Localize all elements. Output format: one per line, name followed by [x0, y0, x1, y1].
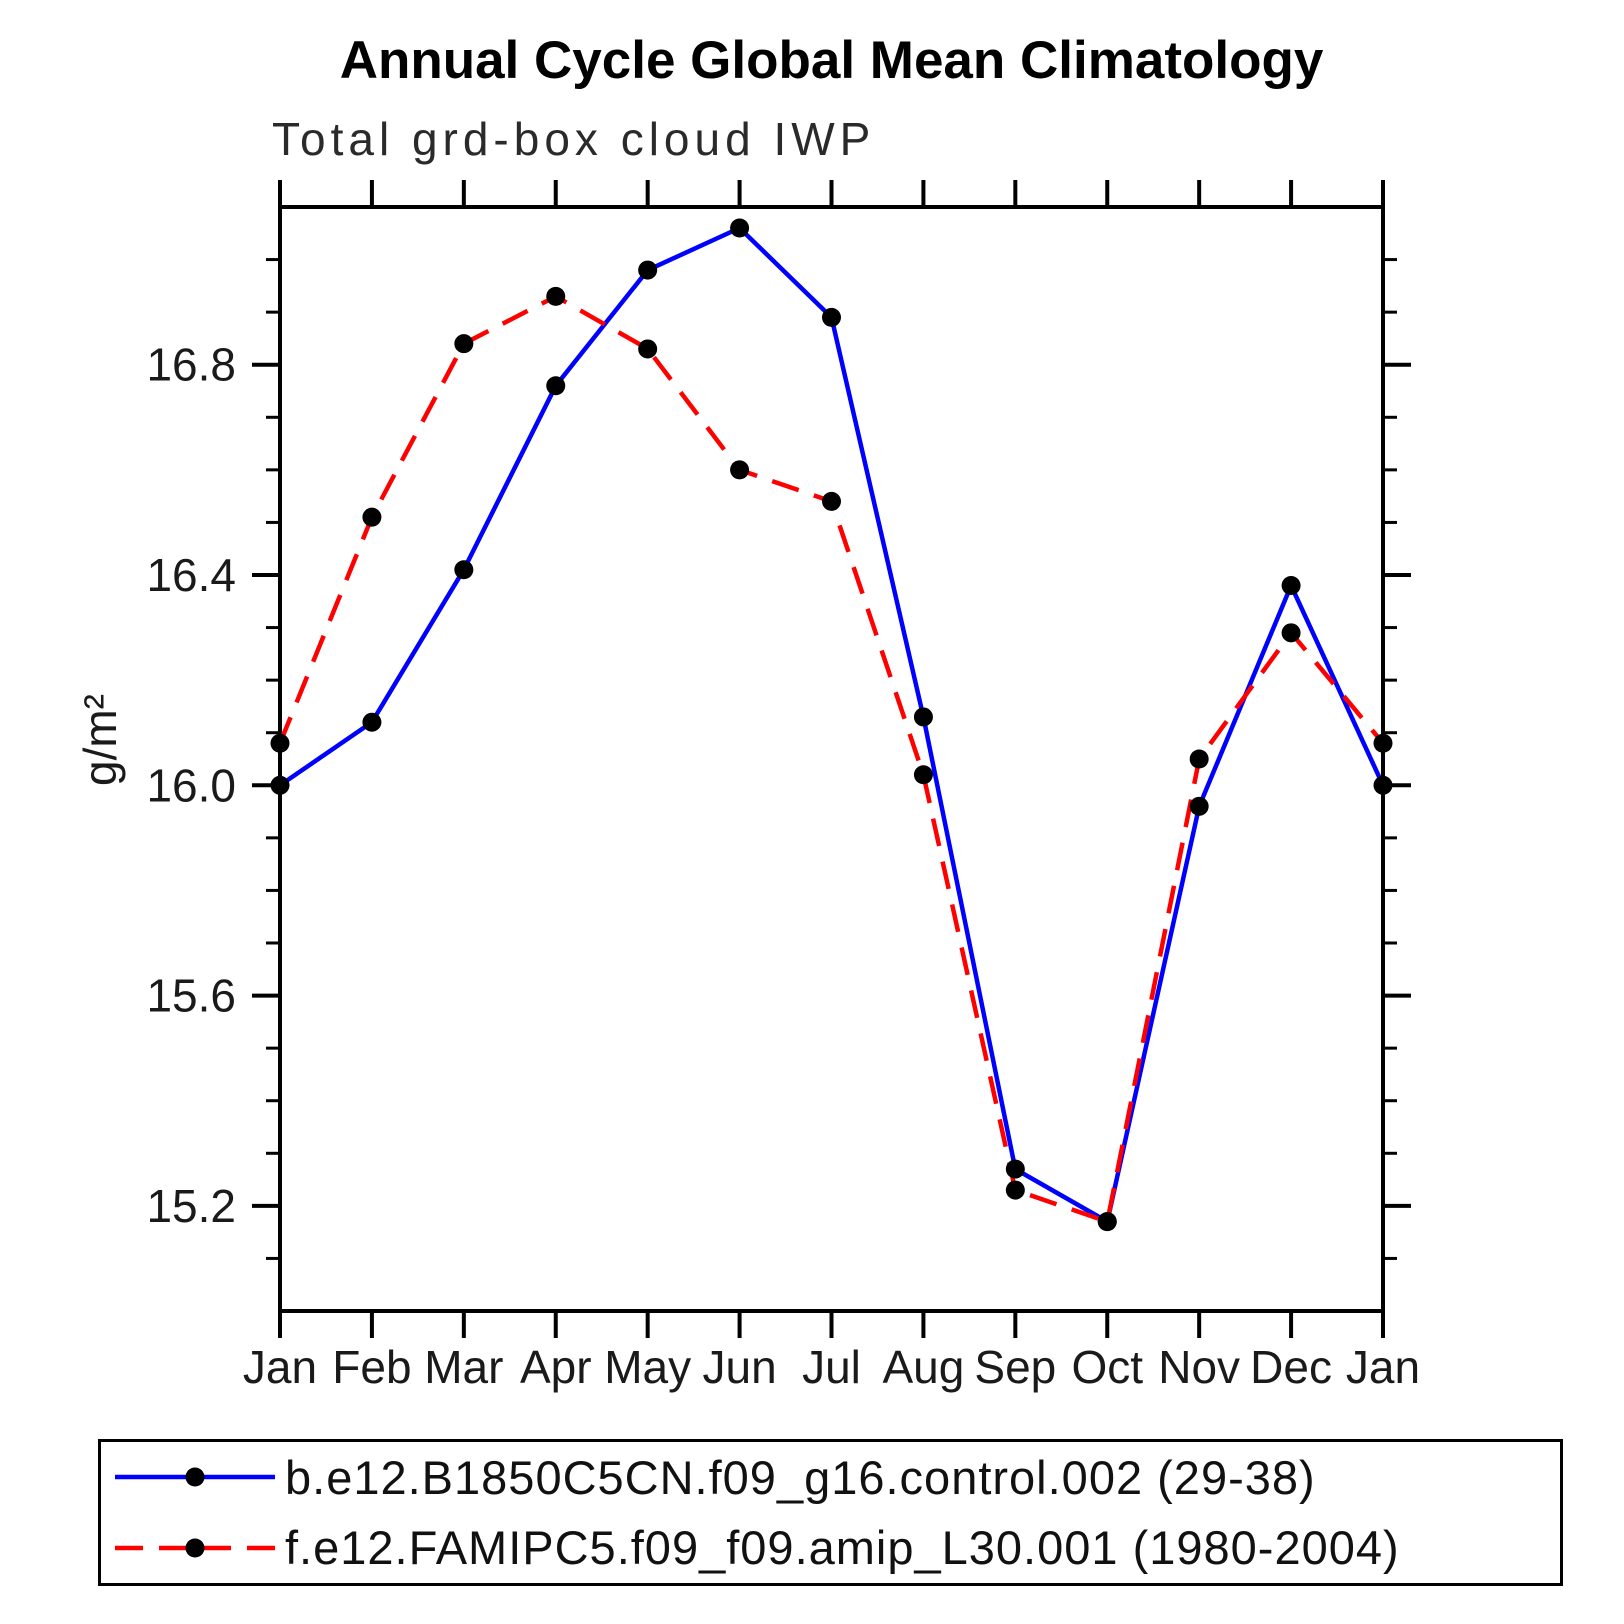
data-point	[1005, 1159, 1025, 1179]
y-tick-label: 16.8	[146, 339, 236, 391]
x-tick-label: Jul	[802, 1341, 861, 1393]
legend-marker-icon	[185, 1538, 205, 1558]
x-tick-label: Jan	[1346, 1341, 1420, 1393]
plot-frame	[278, 205, 1385, 1313]
data-point	[546, 376, 566, 396]
data-point	[638, 260, 658, 280]
series-lines	[277, 225, 1386, 1226]
x-tick-label: Sep	[974, 1341, 1056, 1393]
axis-frame	[278, 205, 1385, 1313]
data-point	[913, 765, 933, 785]
data-point	[454, 334, 474, 354]
x-tick-label: Oct	[1071, 1341, 1143, 1393]
series-markers	[270, 218, 1393, 1232]
legend-row-amip: f.e12.FAMIPC5.f09_f09.amip_L30.001 (1980…	[101, 1513, 1560, 1583]
x-tick-label: Dec	[1250, 1341, 1332, 1393]
legend-swatch-control	[115, 1467, 275, 1487]
data-point	[270, 733, 290, 753]
x-tick-label: Aug	[882, 1341, 964, 1393]
data-point	[1189, 749, 1209, 769]
y-tick-label: 16.0	[146, 759, 236, 811]
y-tick-label: 15.6	[146, 970, 236, 1022]
x-tick-label: Jan	[243, 1341, 317, 1393]
data-point	[730, 218, 750, 238]
data-point	[1281, 623, 1301, 643]
x-tick-label: Nov	[1158, 1341, 1240, 1393]
tick-marks	[252, 180, 1411, 1338]
data-point	[638, 339, 658, 359]
data-point	[362, 712, 382, 732]
legend-swatch-amip	[115, 1538, 275, 1558]
legend-label-amip: f.e12.FAMIPC5.f09_f09.amip_L30.001 (1980…	[285, 1521, 1400, 1575]
legend-marker-icon	[185, 1467, 205, 1487]
axis-tick-labels: 15.2 15.6 16.0 16.4 16.8 Jan Feb Mar Apr May Jun Ju…	[146, 339, 1420, 1393]
chart-title: Annual Cycle Global Mean Climatology	[339, 31, 1324, 90]
legend: b.e12.B1850C5CN.f09_g16.control.002 (29-…	[98, 1439, 1563, 1586]
x-tick-label: Feb	[332, 1341, 411, 1393]
data-point	[730, 460, 750, 480]
data-point	[1373, 733, 1393, 753]
legend-label-control: b.e12.B1850C5CN.f09_g16.control.002 (29-…	[285, 1450, 1316, 1504]
data-point	[913, 707, 933, 727]
data-point	[1189, 796, 1209, 816]
y-tick-label: 15.2	[146, 1180, 236, 1232]
data-point	[454, 560, 474, 580]
data-point	[822, 307, 841, 327]
data-point	[270, 775, 290, 795]
y-tick-label: 16.4	[146, 549, 236, 601]
data-point	[546, 286, 566, 306]
data-point	[822, 491, 841, 511]
x-tick-label: Jun	[702, 1341, 776, 1393]
data-point	[1281, 576, 1301, 596]
x-tick-label: May	[604, 1341, 691, 1393]
data-point	[1005, 1180, 1025, 1200]
chart-subtitle: Total grd-box cloud IWP	[272, 113, 876, 165]
data-point	[362, 507, 382, 527]
x-tick-label: Mar	[424, 1341, 503, 1393]
legend-row-control: b.e12.B1850C5CN.f09_g16.control.002 (29-…	[101, 1442, 1560, 1512]
data-point	[1373, 775, 1393, 795]
data-point	[1097, 1212, 1117, 1232]
x-tick-label: Apr	[520, 1341, 592, 1393]
